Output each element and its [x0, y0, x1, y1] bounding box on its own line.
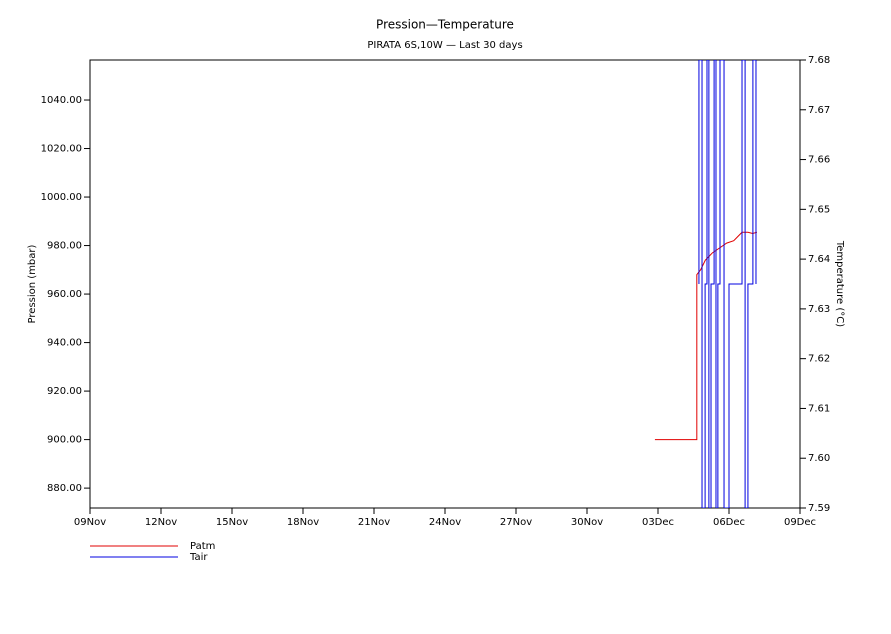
y2-tick-label: 7.62 [808, 354, 830, 365]
chart-subtitle: PIRATA 6S,10W — Last 30 days [367, 40, 522, 51]
y2-tick-label: 7.63 [808, 304, 830, 315]
y2-tick-label: 7.66 [808, 155, 830, 166]
x-tick-label: 15Nov [216, 517, 248, 528]
y-tick-label: 960.00 [47, 289, 82, 300]
y-axis-label: Pression (mbar) [27, 244, 38, 323]
plot-frame [89, 59, 801, 509]
y2-tick-label: 7.60 [808, 453, 830, 464]
y-tick-label: 920.00 [47, 386, 82, 397]
y-tick-label: 940.00 [47, 338, 82, 349]
y-tick-label: 1040.00 [41, 95, 82, 106]
x-tick-label: 30Nov [571, 517, 603, 528]
x-tick-label: 03Dec [642, 517, 674, 528]
x-tick-label: 09Dec [784, 517, 816, 528]
x-tick-label: 27Nov [500, 517, 532, 528]
y-tick-label: 880.00 [47, 483, 82, 494]
y-tick-label: 1020.00 [41, 144, 82, 155]
x-tick-label: 06Dec [713, 517, 745, 528]
y2-tick-label: 7.64 [808, 254, 830, 265]
chart-title: Pression—Temperature [376, 18, 514, 32]
x-tick-label: 12Nov [145, 517, 177, 528]
y-tick-label: 980.00 [47, 241, 82, 252]
x-tick-label: 09Nov [74, 517, 106, 528]
y2-tick-label: 7.59 [808, 503, 830, 514]
y2-tick-label: 7.68 [808, 55, 830, 66]
y2-axis-label: Temperature (°C) [834, 240, 845, 327]
plot-area [654, 60, 758, 508]
x-tick-label: 21Nov [358, 517, 390, 528]
y2-tick-label: 7.67 [808, 105, 830, 116]
series-line [654, 231, 758, 441]
x-tick-label: 18Nov [287, 517, 319, 528]
legend-label: Patm [190, 541, 215, 552]
y-tick-label: 900.00 [47, 435, 82, 446]
y-tick-label: 1000.00 [41, 192, 82, 203]
y2-tick-label: 7.65 [808, 204, 830, 215]
legend-label: Tair [189, 552, 208, 563]
x-tick-label: 24Nov [429, 517, 461, 528]
y2-tick-label: 7.61 [808, 403, 830, 414]
series-line [698, 60, 757, 508]
